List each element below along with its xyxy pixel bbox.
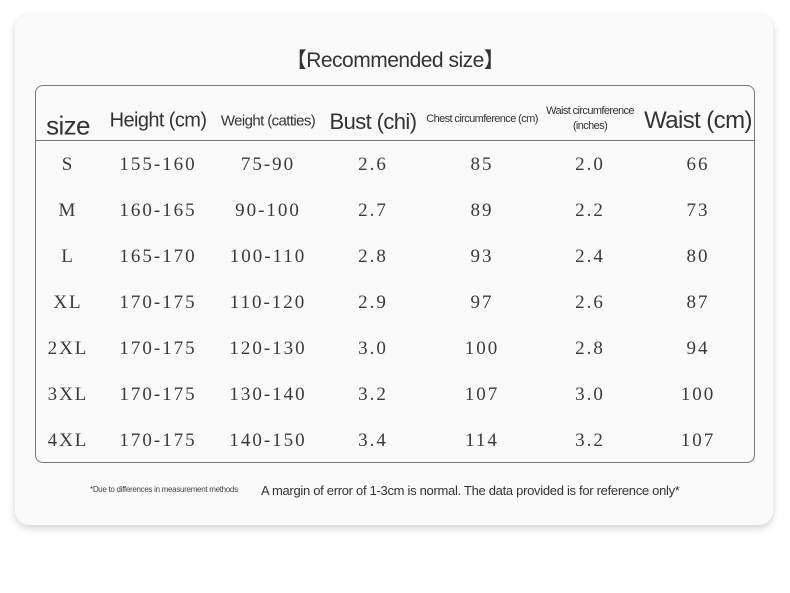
table-cell: 140-150 xyxy=(229,430,307,451)
table-cell: 170-175 xyxy=(119,338,197,359)
table-cell: 130-140 xyxy=(229,384,307,405)
column-header: size xyxy=(46,110,90,141)
column-header: Bust (chi) xyxy=(329,109,418,134)
column-header: Chest circumference (cm) xyxy=(426,113,538,125)
table-cell: 3.2 xyxy=(575,430,605,451)
table-cell: 73 xyxy=(686,200,710,221)
table-cell: 3.4 xyxy=(358,430,388,451)
table-cell: 170-175 xyxy=(119,430,197,451)
table-cell: 107 xyxy=(464,384,500,405)
table-cell: 100 xyxy=(680,384,716,405)
card xyxy=(15,15,773,525)
table-cell: 120-130 xyxy=(229,338,307,359)
table-cell: 100 xyxy=(464,338,500,359)
table-cell: 110-120 xyxy=(229,292,307,313)
table-cell: S xyxy=(61,154,75,175)
table-cell: 114 xyxy=(465,430,499,451)
table-cell: 89 xyxy=(470,200,494,221)
column-header: Waist (cm) xyxy=(644,107,752,134)
table-cell: 100-110 xyxy=(229,246,307,267)
table-cell: 2.4 xyxy=(575,246,605,267)
size-table xyxy=(35,85,755,463)
table-cell: 80 xyxy=(686,246,710,267)
table-cell: 3.0 xyxy=(358,338,388,359)
table-cell: M xyxy=(58,200,78,221)
table-cell: 2.2 xyxy=(575,200,605,221)
table-cell: 4XL xyxy=(47,430,89,451)
table-cell: 2.6 xyxy=(358,154,388,175)
table-cell: L xyxy=(61,246,75,267)
table-cell: 75-90 xyxy=(240,154,296,175)
table-cell: 155-160 xyxy=(119,154,197,175)
table-cell: 3.2 xyxy=(358,384,388,405)
column-header: Waist circumference (inches) xyxy=(546,105,634,132)
table-cell: XL xyxy=(53,292,83,313)
table-cell: 93 xyxy=(470,246,494,267)
table-cell: 94 xyxy=(686,338,710,359)
table-cell: 2.8 xyxy=(358,246,388,267)
table-cell: 170-175 xyxy=(119,292,197,313)
table-cell: 2.9 xyxy=(358,292,388,313)
table-cell: 2.7 xyxy=(358,200,388,221)
table-cell: 87 xyxy=(686,292,710,313)
table-cell: 85 xyxy=(470,154,494,175)
title: 【Recommended size】 xyxy=(285,49,505,72)
table-cell: 107 xyxy=(680,430,716,451)
table-cell: 90-100 xyxy=(235,200,301,221)
table-cell: 165-170 xyxy=(119,246,197,267)
footnote-main: A margin of error of 1-3cm is normal. Th… xyxy=(261,483,680,498)
table-cell: 3.0 xyxy=(575,384,605,405)
table-cell: 170-175 xyxy=(119,384,197,405)
table-cell: 2XL xyxy=(47,338,89,359)
footnote-small: *Due to differences in measurement metho… xyxy=(90,485,238,494)
table-cell: 66 xyxy=(686,154,710,175)
column-header: Weight (catties) xyxy=(220,112,316,130)
table-cell: 2.6 xyxy=(575,292,605,313)
column-header: Height (cm) xyxy=(109,109,207,132)
header-divider xyxy=(36,140,754,141)
table-cell: 3XL xyxy=(47,384,89,405)
table-cell: 2.0 xyxy=(575,154,605,175)
table-cell: 2.8 xyxy=(575,338,605,359)
table-cell: 160-165 xyxy=(119,200,197,221)
table-cell: 97 xyxy=(470,292,494,313)
